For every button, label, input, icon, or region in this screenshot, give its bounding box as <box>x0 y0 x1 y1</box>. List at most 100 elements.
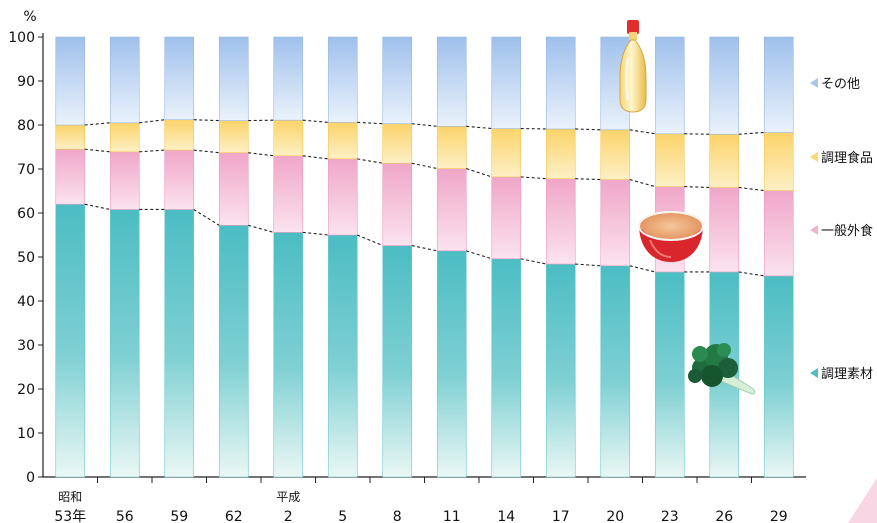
bar-segment-3-5 <box>273 119 304 157</box>
bar-segment-4-14 <box>763 36 794 133</box>
bar-segment-1-3 <box>164 209 195 478</box>
connector-3-7 <box>411 123 438 127</box>
mayonnaise-bottle-icon <box>619 20 647 113</box>
bar-segment-3-1 <box>55 124 86 150</box>
bar-segment-3-2 <box>109 122 140 153</box>
connector-2-1 <box>84 148 111 153</box>
bar-segment-2-10 <box>545 178 576 265</box>
x-tick-label: 26 <box>715 509 733 523</box>
bar-segment-3-9 <box>491 128 522 178</box>
bar-segment-1-9 <box>491 258 522 478</box>
connector-3-5 <box>302 119 329 123</box>
y-tick-label: 90 <box>17 74 35 90</box>
connector-1-5 <box>302 231 329 236</box>
bar-segment-3-4 <box>218 120 249 154</box>
bar-segment-4-4 <box>218 36 249 121</box>
bar-segment-2-4 <box>218 152 249 226</box>
x-tick-label: 20 <box>606 509 624 523</box>
bar-segment-4-2 <box>109 36 140 124</box>
x-tick-label: 23 <box>661 509 679 523</box>
bar-segment-2-6 <box>327 158 358 236</box>
connector-2-13 <box>738 186 765 192</box>
legend-marker <box>810 225 818 235</box>
bar-segment-3-7 <box>382 123 413 164</box>
legend-marker <box>810 368 818 378</box>
connector-2-7 <box>411 162 438 170</box>
bar-segment-4-1 <box>55 36 86 126</box>
y-tick-label: 30 <box>17 338 35 354</box>
bar-segment-4-13 <box>709 36 740 135</box>
soup-bowl-icon <box>638 211 704 262</box>
connector-3-10 <box>575 128 601 131</box>
connector-2-6 <box>357 158 383 164</box>
bar-segment-1-10 <box>545 263 576 478</box>
y-tick-label: 80 <box>17 118 35 134</box>
x-tick-label: 11 <box>443 509 461 523</box>
bar-segment-4-12 <box>654 36 685 135</box>
bar-segment-2-2 <box>109 151 140 210</box>
bar-segment-3-8 <box>436 126 467 169</box>
connector-3-1 <box>84 122 111 126</box>
bar-segment-2-9 <box>491 176 522 260</box>
y-tick-label: 50 <box>17 250 35 266</box>
connector-1-4 <box>248 224 274 233</box>
y-axis-label: % <box>23 9 36 25</box>
connector-3-2 <box>139 119 165 124</box>
legend-marker <box>810 152 818 162</box>
bar-segment-2-13 <box>709 187 740 273</box>
legend-label: 調理食品 <box>821 150 873 166</box>
connector-1-11 <box>629 265 656 273</box>
bar-segment-1-6 <box>327 234 358 478</box>
connector-1-10 <box>575 263 601 267</box>
bar-segment-3-13 <box>709 133 740 188</box>
y-tick-label: 20 <box>17 382 35 398</box>
x-tick-label: 2 <box>284 509 293 523</box>
bar-segment-4-8 <box>436 36 467 127</box>
x-tick-label: 59 <box>170 509 188 523</box>
legend-label: 調理素材 <box>821 367 873 382</box>
bar-segment-2-7 <box>382 162 413 246</box>
x-tick-label: 29 <box>770 509 788 523</box>
connector-3-11 <box>629 129 656 135</box>
bar-segment-1-4 <box>218 225 249 478</box>
bar-segment-2-8 <box>436 168 467 252</box>
x-tick-label: 8 <box>393 509 402 523</box>
bar-segment-1-8 <box>436 250 467 478</box>
connector-3-8 <box>466 125 492 130</box>
bar-segment-4-9 <box>491 36 522 129</box>
x-axis-labels: 53年 56 59 62 2 5 8 11 14 17 20 23 26 29 昭和 平成 <box>54 490 787 523</box>
connector-3-13 <box>738 131 765 135</box>
y-tick-label: 10 <box>17 426 35 442</box>
bar-segment-2-1 <box>55 148 86 205</box>
connector-2-4 <box>248 152 274 157</box>
x-tick-label: 53年 <box>54 509 86 523</box>
bar-segment-3-10 <box>545 128 576 179</box>
legend: 調理素材 一般外食 調理食品 その他 <box>810 77 873 382</box>
bar-segment-4-10 <box>545 36 576 130</box>
y-tick-label: 100 <box>8 30 35 46</box>
y-tick-label: 40 <box>17 294 35 310</box>
era-label: 昭和 <box>58 490 82 504</box>
connector-3-3 <box>193 119 220 122</box>
bar-segment-1-12 <box>654 271 685 478</box>
connector-1-3 <box>193 209 220 226</box>
connector-1-8 <box>466 250 492 260</box>
bar-segment-2-11 <box>600 179 631 267</box>
bar-segment-1-2 <box>109 209 140 478</box>
bar-segment-3-11 <box>600 129 631 180</box>
legend-marker <box>810 78 818 88</box>
connector-2-2 <box>139 149 165 153</box>
bar-segment-3-12 <box>654 133 685 187</box>
legend-label: その他 <box>821 77 860 92</box>
bar-segment-4-3 <box>164 36 195 121</box>
connector-1-9 <box>520 258 547 265</box>
bar-segment-2-3 <box>164 149 195 210</box>
x-tick-label: 62 <box>225 509 243 523</box>
corner-decoration <box>848 478 877 523</box>
bar-segment-3-6 <box>327 122 358 160</box>
x-tick-label: 17 <box>552 509 570 523</box>
connector-2-10 <box>575 178 601 181</box>
connector-1-6 <box>357 234 383 247</box>
connector-2-3 <box>193 149 220 154</box>
